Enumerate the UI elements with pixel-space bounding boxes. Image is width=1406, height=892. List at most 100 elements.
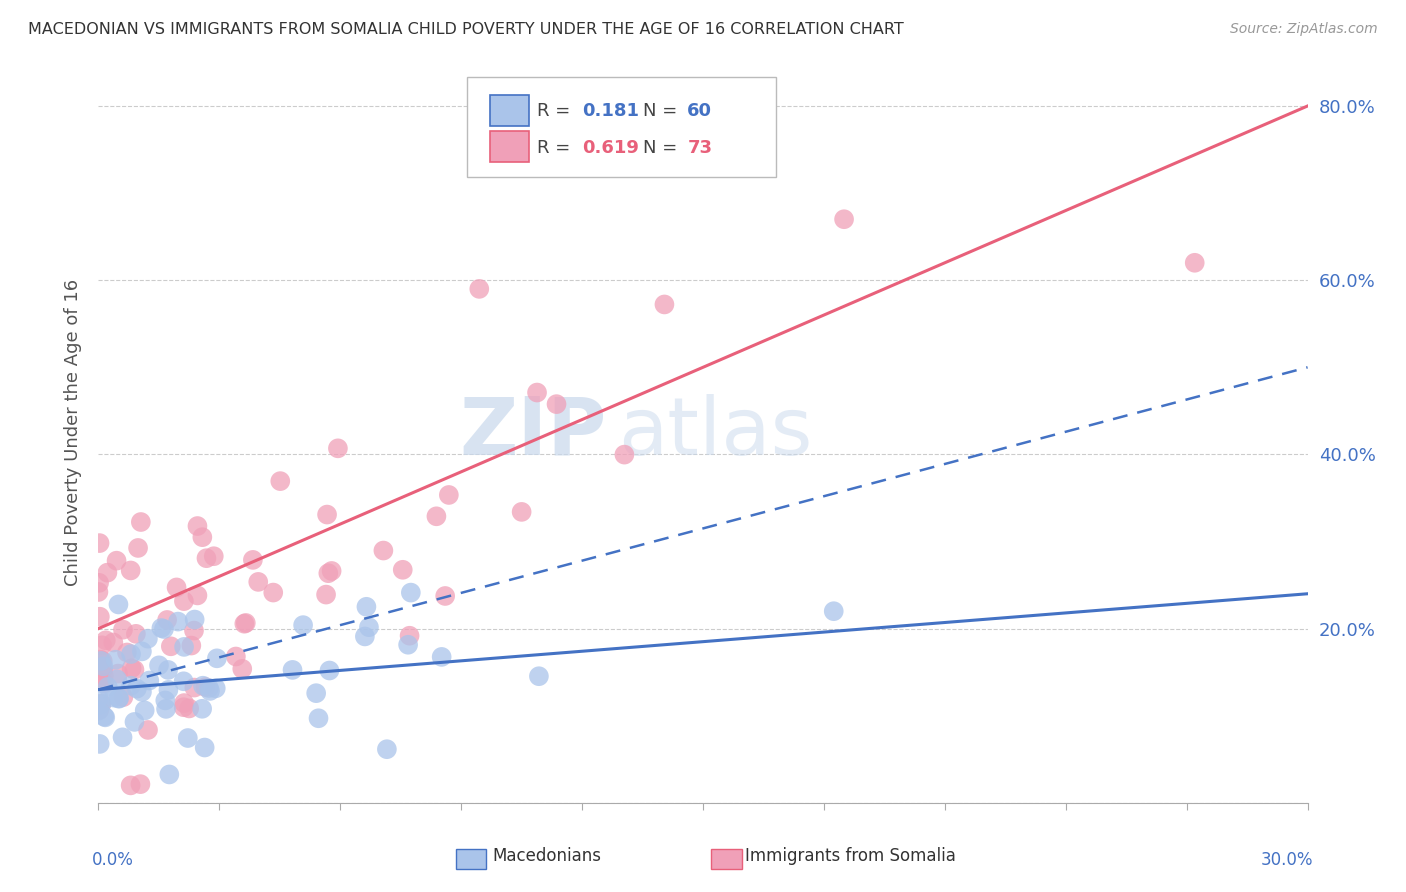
Point	[138, 673, 160, 688]
Point	[318, 566, 340, 581]
Point	[204, 681, 226, 696]
Point	[183, 624, 205, 638]
Point	[186, 589, 208, 603]
Point	[269, 474, 291, 488]
Point	[434, 589, 457, 603]
Text: 0.619: 0.619	[582, 138, 638, 157]
Point	[89, 652, 111, 666]
Text: Immigrants from Somalia: Immigrants from Somalia	[745, 847, 956, 865]
Point	[104, 653, 127, 667]
Point	[136, 632, 159, 646]
Point	[97, 680, 120, 694]
Point	[91, 654, 114, 668]
Point	[111, 731, 134, 745]
Point	[399, 585, 422, 599]
Point	[526, 385, 548, 400]
Point	[107, 598, 129, 612]
Text: MACEDONIAN VS IMMIGRANTS FROM SOMALIA CHILD POVERTY UNDER THE AGE OF 16 CORRELAT: MACEDONIAN VS IMMIGRANTS FROM SOMALIA CH…	[28, 22, 904, 37]
Point	[153, 622, 176, 636]
Point	[654, 297, 676, 311]
Point	[173, 594, 195, 608]
Point	[91, 662, 114, 676]
Text: N =: N =	[643, 138, 682, 157]
Point	[121, 661, 143, 675]
Point	[87, 690, 110, 705]
Point	[90, 654, 112, 668]
Point	[247, 574, 270, 589]
Point	[115, 645, 138, 659]
Point	[357, 620, 380, 634]
Point	[125, 627, 148, 641]
Point	[155, 702, 177, 716]
Point	[832, 212, 855, 227]
Y-axis label: Child Poverty Under the Age of 16: Child Poverty Under the Age of 16	[63, 279, 82, 586]
Point	[510, 505, 533, 519]
Point	[292, 618, 315, 632]
Text: 60: 60	[688, 102, 713, 120]
Point	[231, 662, 253, 676]
Point	[391, 563, 413, 577]
Point	[94, 710, 117, 724]
Point	[120, 647, 142, 661]
Point	[318, 664, 340, 678]
Point	[90, 670, 112, 684]
Point	[89, 737, 111, 751]
Point	[93, 709, 115, 723]
Point	[186, 519, 208, 533]
Point	[131, 685, 153, 699]
Point	[396, 638, 419, 652]
Point	[87, 575, 110, 590]
Point	[205, 651, 228, 665]
Point	[89, 698, 111, 712]
Point	[437, 488, 460, 502]
Point	[179, 701, 201, 715]
Point	[173, 700, 195, 714]
Point	[173, 696, 195, 710]
Point	[527, 669, 550, 683]
Point	[103, 635, 125, 649]
Point	[129, 515, 152, 529]
Point	[124, 714, 146, 729]
FancyBboxPatch shape	[491, 95, 529, 126]
Point	[356, 599, 378, 614]
Point	[202, 549, 225, 564]
Point	[1184, 256, 1206, 270]
Point	[425, 509, 447, 524]
Point	[125, 681, 148, 696]
Point	[124, 663, 146, 677]
Point	[183, 613, 205, 627]
Point	[89, 703, 111, 717]
Point	[103, 690, 125, 705]
Point	[235, 615, 257, 630]
Point	[195, 551, 218, 566]
Point	[326, 442, 349, 456]
Point	[191, 530, 214, 544]
Point	[108, 691, 131, 706]
Point	[398, 629, 420, 643]
Point	[262, 585, 284, 599]
Point	[225, 649, 247, 664]
Point	[613, 448, 636, 462]
Point	[127, 541, 149, 555]
Point	[316, 508, 339, 522]
Point	[136, 723, 159, 737]
Point	[546, 397, 568, 411]
Point	[105, 673, 128, 687]
Text: Source: ZipAtlas.com: Source: ZipAtlas.com	[1230, 22, 1378, 37]
Point	[120, 778, 142, 792]
Point	[373, 543, 395, 558]
Point	[91, 638, 114, 652]
Point	[129, 777, 152, 791]
Point	[96, 566, 118, 580]
Point	[430, 649, 453, 664]
Text: 0.0%: 0.0%	[93, 851, 134, 869]
Point	[191, 702, 214, 716]
Point	[375, 742, 398, 756]
Point	[305, 686, 328, 700]
FancyBboxPatch shape	[491, 130, 529, 161]
Text: atlas: atlas	[619, 393, 813, 472]
Point	[107, 666, 129, 681]
Point	[112, 690, 135, 704]
Point	[354, 629, 377, 643]
Point	[823, 604, 845, 618]
